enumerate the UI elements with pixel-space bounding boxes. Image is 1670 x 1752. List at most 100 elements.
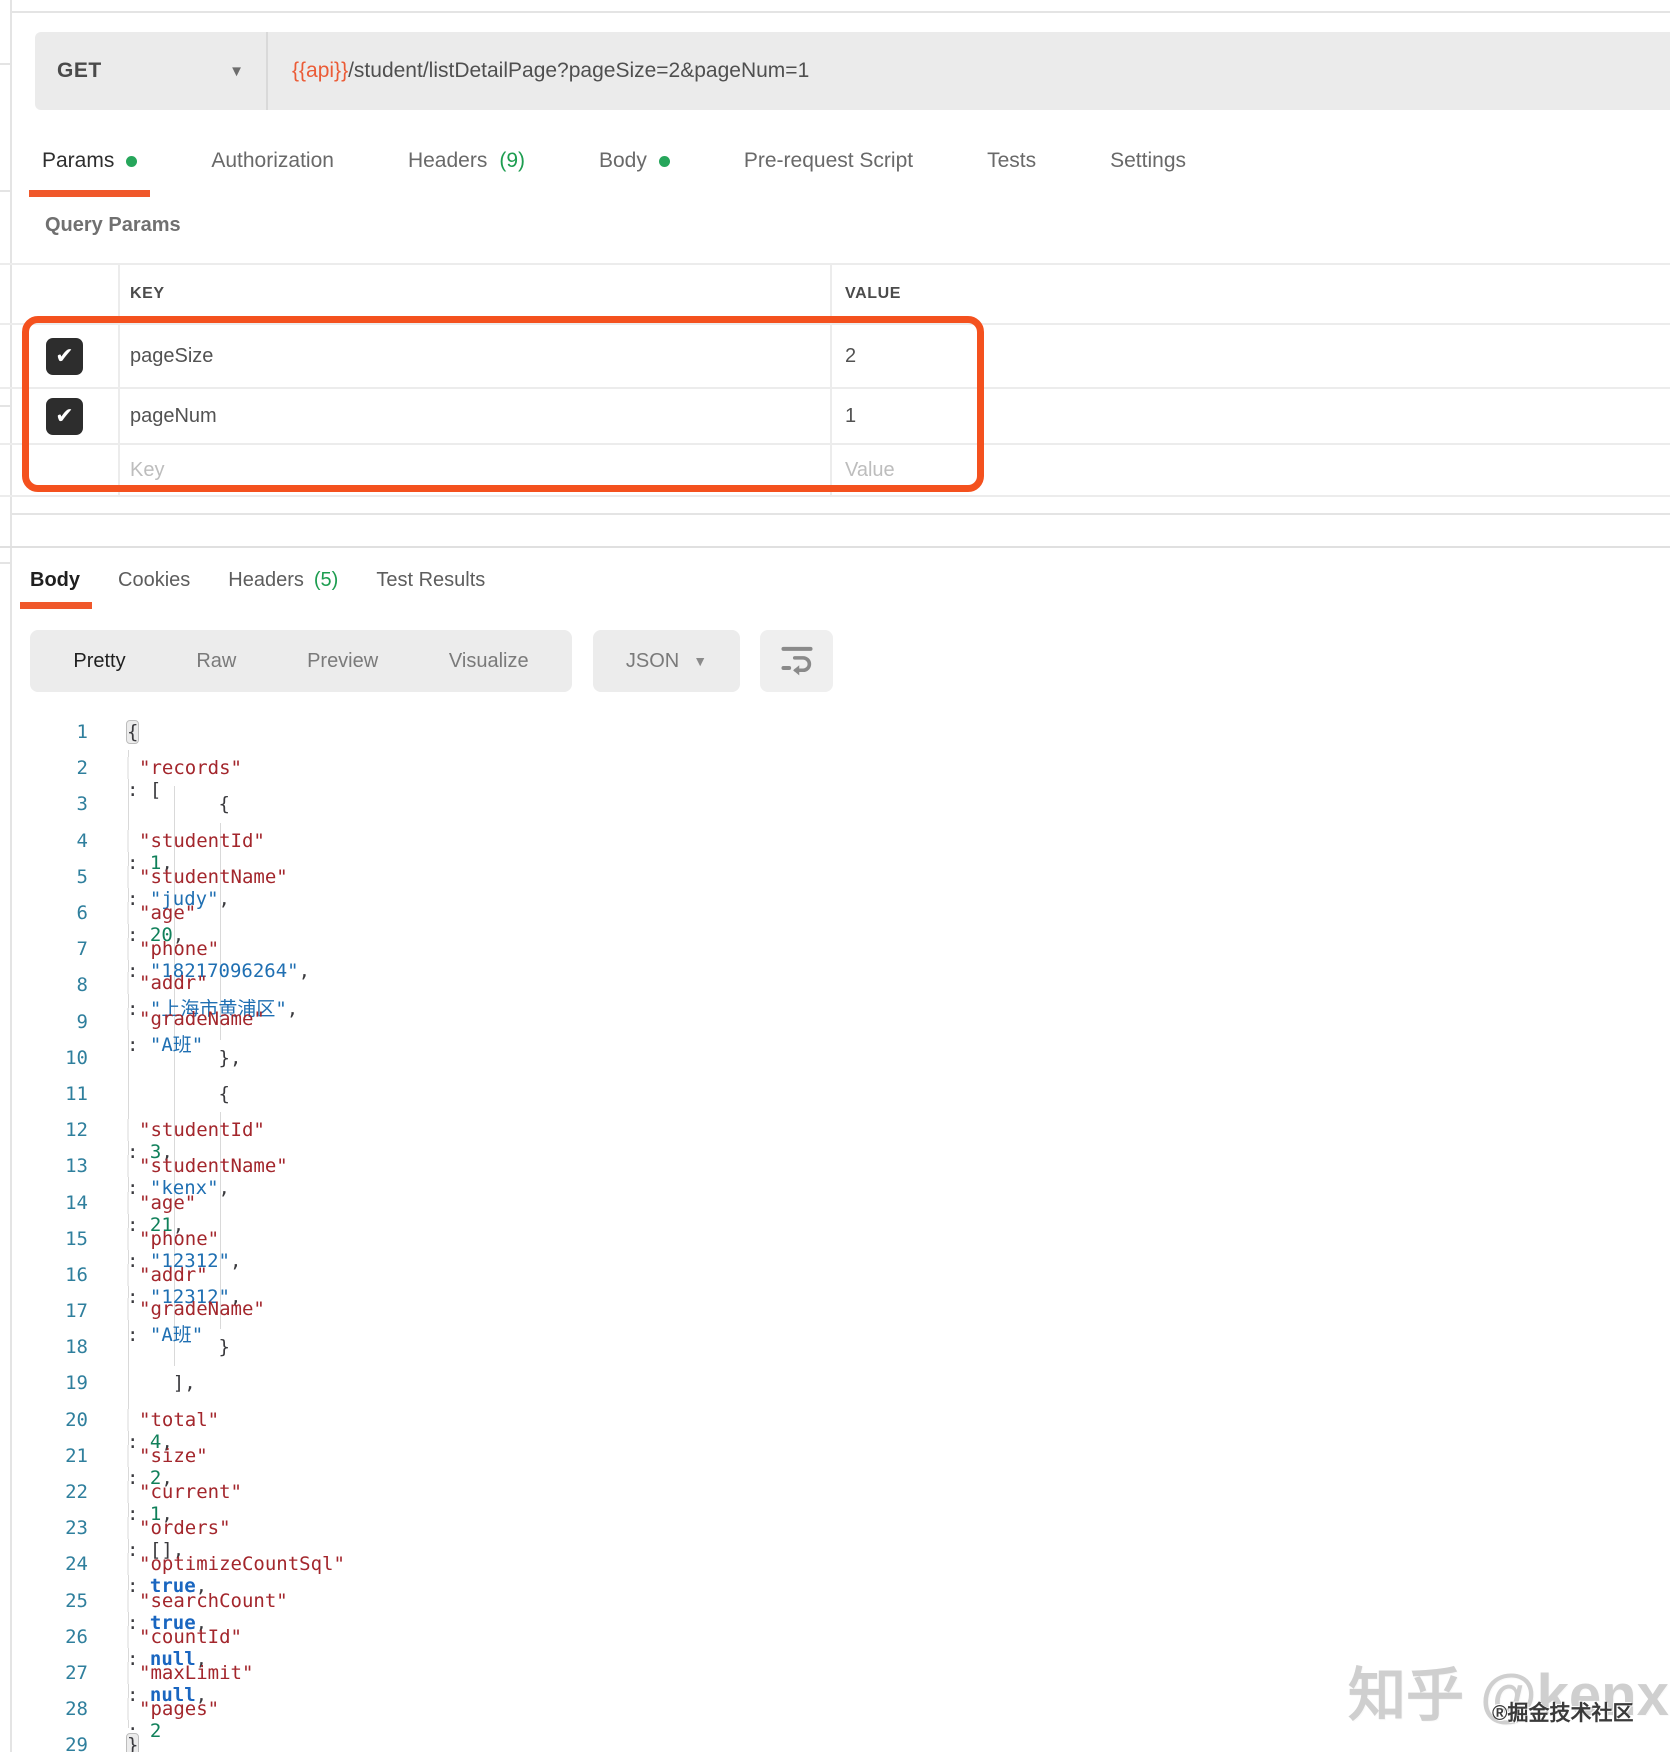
response-tab-test-results[interactable]: Test Results <box>376 558 485 602</box>
line-number: 22 <box>65 1481 88 1504</box>
code-line-content: "optimizeCountSql": true, <box>127 1531 839 1597</box>
tab-settings[interactable]: Settings <box>1110 138 1186 184</box>
param-value-cell[interactable]: 2 <box>830 325 1670 387</box>
code-line: 5 "studentName": "judy", <box>0 859 1670 910</box>
token-pun: } <box>127 1336 230 1359</box>
method-select[interactable]: GET ▼ <box>35 32 266 110</box>
token-pun: : <box>127 1575 150 1598</box>
code-line: 26 "countId": null, <box>0 1619 1670 1670</box>
token-pun: : <box>127 1466 150 1489</box>
param-key-cell[interactable]: pageNum <box>118 389 830 443</box>
response-tab-headers[interactable]: Headers (5) <box>228 558 338 602</box>
param-key-cell[interactable]: pageSize <box>118 325 830 387</box>
code-line: 13 "studentName": "kenx", <box>0 1148 1670 1199</box>
token-key: "records" <box>127 757 839 780</box>
token-pun: : <box>127 1285 150 1308</box>
token-key: "size" <box>127 1444 839 1467</box>
indent-guide <box>174 786 175 1366</box>
token-pun: : <box>127 924 150 947</box>
token-key: "studentId" <box>127 1119 839 1142</box>
code-line-content: "size": 2, <box>127 1423 839 1489</box>
code-line: 18 } <box>0 1329 1670 1365</box>
token-pun: , <box>161 851 173 874</box>
tab-body[interactable]: Body <box>599 138 670 184</box>
token-num: 1 <box>149 1503 162 1526</box>
code-line: 9 "gradeName": "A班" <box>0 1004 1670 1056</box>
code-line: 24 "optimizeCountSql": true, <box>0 1546 1670 1597</box>
tab-headers[interactable]: Headers (9) <box>408 138 525 184</box>
line-number: 15 <box>65 1227 88 1250</box>
token-pun <box>127 808 264 830</box>
view-mode-raw[interactable]: Raw <box>196 649 237 672</box>
code-line: 2 "records": [ <box>0 750 1670 801</box>
token-pun: : <box>127 851 150 874</box>
token-pun <box>127 1097 264 1119</box>
view-mode-visualize[interactable]: Visualize <box>448 649 529 672</box>
param-checkbox-checked[interactable]: ✔ <box>46 337 83 375</box>
line-number: 11 <box>65 1082 88 1105</box>
line-number: 24 <box>65 1553 88 1576</box>
param-value-cell[interactable]: 1 <box>830 389 1670 443</box>
view-mode-preview[interactable]: Preview <box>307 649 379 672</box>
tab-authorization[interactable]: Authorization <box>211 138 334 184</box>
code-line: 6 "age": 20, <box>0 895 1670 946</box>
param-value-text: 2 <box>845 344 857 367</box>
token-key: "age" <box>127 902 839 925</box>
matched-bracket: } <box>125 1733 140 1752</box>
token-pun: , <box>161 1466 173 1489</box>
line-number: 6 <box>76 902 88 925</box>
param-row: ✔ pageSize 2 <box>0 323 1670 387</box>
line-number: 12 <box>65 1119 88 1142</box>
token-str: "kenx" <box>149 1177 219 1200</box>
code-line-content: } <box>127 1336 230 1358</box>
token-pun <box>127 1206 264 1228</box>
token-pun: , <box>229 1285 242 1308</box>
tab-label: Authorization <box>211 149 334 172</box>
params-bottom-divider <box>10 513 1670 515</box>
response-tab-body[interactable]: Body <box>20 558 92 609</box>
url-input[interactable]: {{api}}/student/listDetailPage?pageSize=… <box>266 32 1670 110</box>
token-pun: : <box>127 887 150 910</box>
token-key: "total" <box>127 1408 839 1431</box>
token-key: "addr" <box>127 1263 839 1286</box>
code-line: 23 "orders": [], <box>0 1510 1670 1561</box>
line-number: 23 <box>65 1517 88 1540</box>
token-pun: : <box>127 1249 150 1272</box>
code-line-content: "phone": "12312", <box>127 1206 839 1272</box>
tab-pre-request-script[interactable]: Pre-request Script <box>744 138 913 184</box>
left-stub-1 <box>0 63 10 65</box>
token-key: "gradeName" <box>127 1008 839 1031</box>
param-value-cell[interactable]: Value <box>830 445 1670 495</box>
tab-label: Body <box>30 568 80 591</box>
line-number: 3 <box>76 793 88 816</box>
key-header-label: KEY <box>130 285 165 302</box>
column-header-key: KEY <box>118 265 830 323</box>
param-checkbox-checked[interactable]: ✔ <box>46 397 83 435</box>
code-line: 27 "maxLimit": null, <box>0 1655 1670 1706</box>
token-pun: , <box>218 1177 230 1200</box>
token-pun: , <box>195 1683 208 1706</box>
line-number: 8 <box>76 974 88 997</box>
code-line-content: "studentName": "judy", <box>127 844 839 910</box>
code-line-content: "pages": 2 <box>127 1676 839 1742</box>
code-line: 10 }, <box>0 1040 1670 1076</box>
param-key-text: pageNum <box>130 404 217 427</box>
tab-label: Headers <box>407 149 488 172</box>
tab-params[interactable]: Params <box>28 138 151 197</box>
view-mode-pretty[interactable]: Pretty <box>73 649 126 672</box>
line-number: 29 <box>65 1734 88 1752</box>
chevron-down-icon: ▼ <box>229 62 244 80</box>
green-dot-icon <box>658 155 670 167</box>
watermark-main: 知乎 @kenx <box>1348 1663 1669 1728</box>
response-body-code[interactable]: 1{2 "records": [3 {4 "studentId": 1, 5 "s… <box>0 714 1670 1752</box>
token-pun: : <box>127 960 150 983</box>
format-select[interactable]: JSON ▼ <box>593 630 740 692</box>
tab-tests[interactable]: Tests <box>987 138 1036 184</box>
param-key-cell[interactable]: Key <box>118 445 830 495</box>
code-line: 1{ <box>0 714 1670 750</box>
wrap-text-button[interactable] <box>760 630 833 692</box>
code-line: 11 { <box>0 1076 1670 1112</box>
response-tab-cookies[interactable]: Cookies <box>118 558 190 602</box>
line-number: 1 <box>76 721 88 744</box>
code-line: 15 "phone": "12312", <box>0 1221 1670 1272</box>
